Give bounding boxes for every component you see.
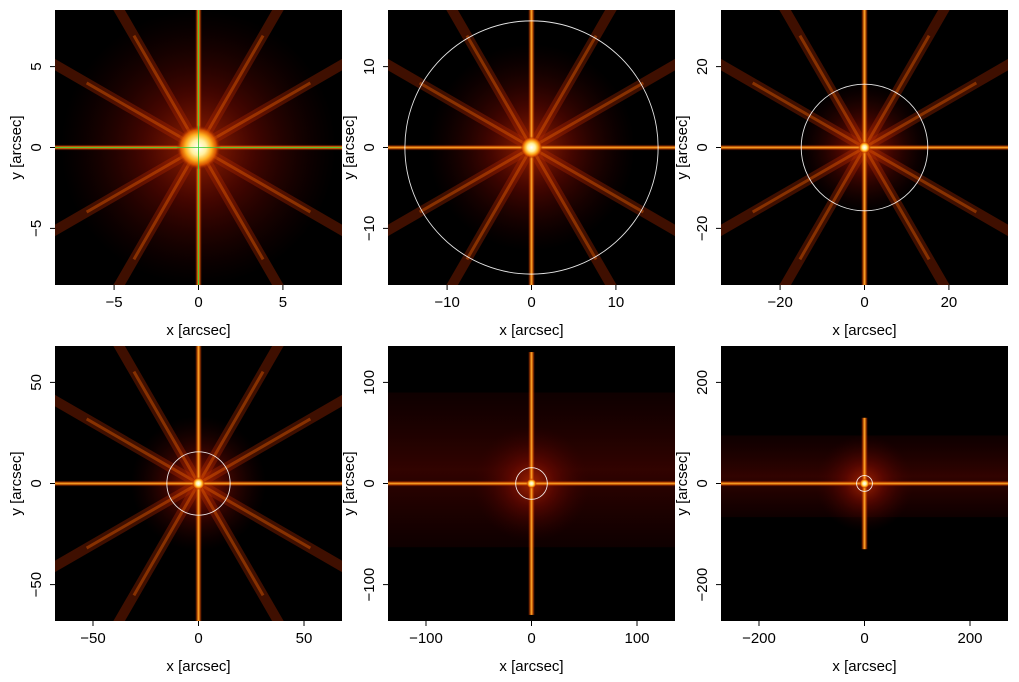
- aperture-circle: [856, 475, 873, 492]
- y-tick-label: 100: [361, 370, 378, 395]
- x-tick-label: 50: [296, 630, 313, 647]
- y-tick-label: −10: [361, 216, 378, 241]
- y-tick-label: 0: [361, 479, 378, 487]
- y-tick-label: 0: [694, 143, 711, 151]
- y-axis-label: y [arcsec]: [8, 451, 25, 515]
- x-axis-label: x [arcsec]: [166, 658, 230, 675]
- y-axis-label: y [arcsec]: [674, 115, 691, 179]
- x-tick-label: 0: [860, 294, 868, 311]
- x-axis-label: x [arcsec]: [832, 658, 896, 675]
- x-tick-label: −10: [434, 294, 459, 311]
- psf-image: [55, 346, 342, 621]
- psf-image: [55, 10, 342, 285]
- y-tick-label: 5: [28, 62, 45, 70]
- y-tick-label: 0: [694, 479, 711, 487]
- y-tick-label: −50: [28, 572, 45, 597]
- y-tick-label: −20: [694, 216, 711, 241]
- panel-4: −50 0 50 −50 0 50 x [arcsec] y [arcsec]: [8, 346, 342, 675]
- x-tick-label: 0: [527, 294, 535, 311]
- x-tick-label: 0: [527, 630, 535, 647]
- x-tick-label: 0: [194, 630, 202, 647]
- y-tick-label: −100: [361, 568, 378, 602]
- y-tick-label: 50: [28, 374, 45, 391]
- x-tick-label: 100: [624, 630, 649, 647]
- x-axis-label: x [arcsec]: [166, 322, 230, 339]
- panel-2: −10 0 10 −10 0 10 x [arcsec] y [arcsec]: [341, 10, 675, 339]
- x-tick-label: 0: [194, 294, 202, 311]
- x-tick-label: −20: [767, 294, 792, 311]
- y-tick-label: 20: [694, 58, 711, 75]
- y-tick-label: 200: [694, 370, 711, 395]
- y-tick-label: 10: [361, 58, 378, 75]
- y-tick-label: 0: [28, 479, 45, 487]
- y-axis-label: y [arcsec]: [341, 451, 358, 515]
- x-axis-label: x [arcsec]: [499, 658, 563, 675]
- x-tick-label: 200: [957, 630, 982, 647]
- panel-1: −5 0 5 −5 0 5 x [arcsec] y [arcsec]: [8, 10, 342, 339]
- y-axis-label: y [arcsec]: [674, 451, 691, 515]
- aperture-circle: [800, 83, 929, 212]
- x-axis-label: x [arcsec]: [499, 322, 563, 339]
- y-tick-label: 0: [361, 143, 378, 151]
- aperture-circle: [515, 467, 548, 500]
- psf-core: [858, 141, 871, 154]
- x-tick-label: 20: [941, 294, 958, 311]
- y-tick-label: 0: [28, 143, 45, 151]
- x-axis-label: x [arcsec]: [832, 322, 896, 339]
- panel-5: −100 0 100 −100 0 100 x [arcsec] y [arcsec]: [341, 346, 675, 675]
- y-tick-label: −200: [694, 568, 711, 602]
- psf-image: [388, 10, 675, 285]
- psf-core: [859, 478, 870, 489]
- x-tick-label: −5: [106, 294, 123, 311]
- psf-core: [520, 136, 543, 159]
- aperture-circle: [404, 20, 659, 275]
- x-tick-label: −100: [409, 630, 443, 647]
- psf-image: [388, 352, 675, 615]
- panel-6: −200 0 200 −200 0 200 x [arcsec] y [arcsec]: [674, 346, 1008, 675]
- x-tick-label: 10: [608, 294, 625, 311]
- panel-3: −20 0 20 −20 0 20 x [arcsec] y [arcsec]: [674, 10, 1008, 339]
- y-tick-label: −5: [28, 220, 45, 237]
- x-tick-label: 0: [860, 630, 868, 647]
- y-axis-label: y [arcsec]: [8, 115, 25, 179]
- y-axis-label: y [arcsec]: [341, 115, 358, 179]
- psf-core: [192, 477, 205, 490]
- x-tick-label: −50: [80, 630, 105, 647]
- psf-image: [721, 417, 1008, 550]
- psf-core: [526, 478, 537, 489]
- x-tick-label: −200: [742, 630, 776, 647]
- psf-image: [721, 10, 1008, 285]
- aperture-circle: [166, 451, 231, 516]
- x-tick-label: 5: [279, 294, 287, 311]
